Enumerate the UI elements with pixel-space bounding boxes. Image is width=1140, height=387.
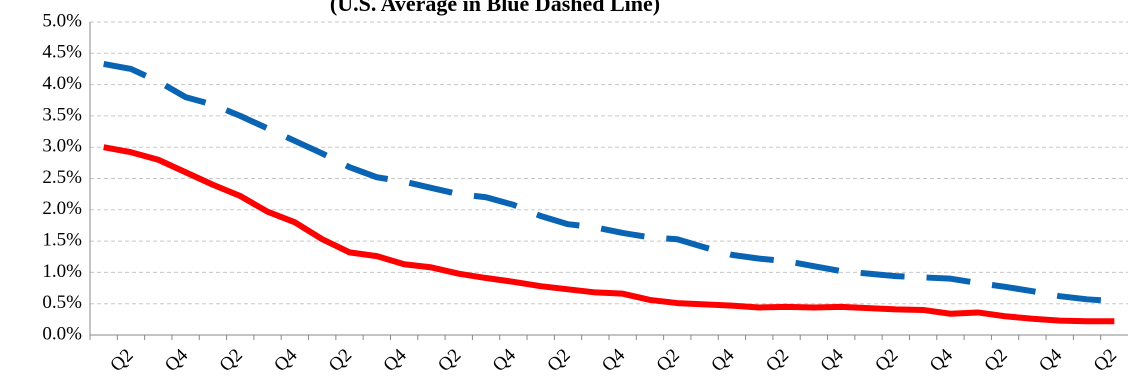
x-tick-label: Q4: [161, 344, 193, 376]
x-tick-label: Q2: [762, 345, 793, 376]
x-tick-label: Q4: [707, 344, 739, 376]
x-tick-label: Q2: [871, 345, 902, 376]
y-tick-label: 4.0%: [42, 73, 82, 94]
x-tick-label: Q4: [926, 344, 958, 376]
x-tick-label: Q2: [106, 345, 137, 376]
y-tick-label: 3.0%: [42, 136, 82, 157]
y-tick-label: 5.0%: [42, 10, 82, 31]
x-tick-label: Q2: [653, 345, 684, 376]
x-tick-label: Q4: [270, 344, 302, 376]
x-tick-label: Q4: [489, 344, 521, 376]
y-tick-label: 1.5%: [42, 229, 82, 250]
x-tick-label: Q2: [216, 345, 247, 376]
x-tick-label: Q4: [379, 344, 411, 376]
chart-title: (U.S. Average in Blue Dashed Line): [330, 0, 660, 16]
y-tick-label: 3.5%: [42, 104, 82, 125]
x-tick-label: Q4: [1035, 344, 1067, 376]
y-tick-label: 4.5%: [42, 42, 82, 63]
y-tick-label: 0.5%: [42, 292, 82, 313]
x-tick-label: Q4: [598, 344, 630, 376]
series-line: [103, 144, 1115, 325]
series-line: [103, 60, 1115, 305]
x-tick-label: Q4: [817, 344, 849, 376]
y-tick-label: 2.5%: [42, 167, 82, 188]
x-tick-label: Q2: [325, 345, 356, 376]
y-tick-label: 0.0%: [42, 323, 82, 344]
x-tick-label: Q2: [1090, 345, 1121, 376]
y-tick-label: 2.0%: [42, 198, 82, 219]
x-tick-label: Q2: [434, 345, 465, 376]
y-tick-label: 1.0%: [42, 261, 82, 282]
x-tick-label: Q2: [980, 345, 1011, 376]
x-tick-label: Q2: [543, 345, 574, 376]
